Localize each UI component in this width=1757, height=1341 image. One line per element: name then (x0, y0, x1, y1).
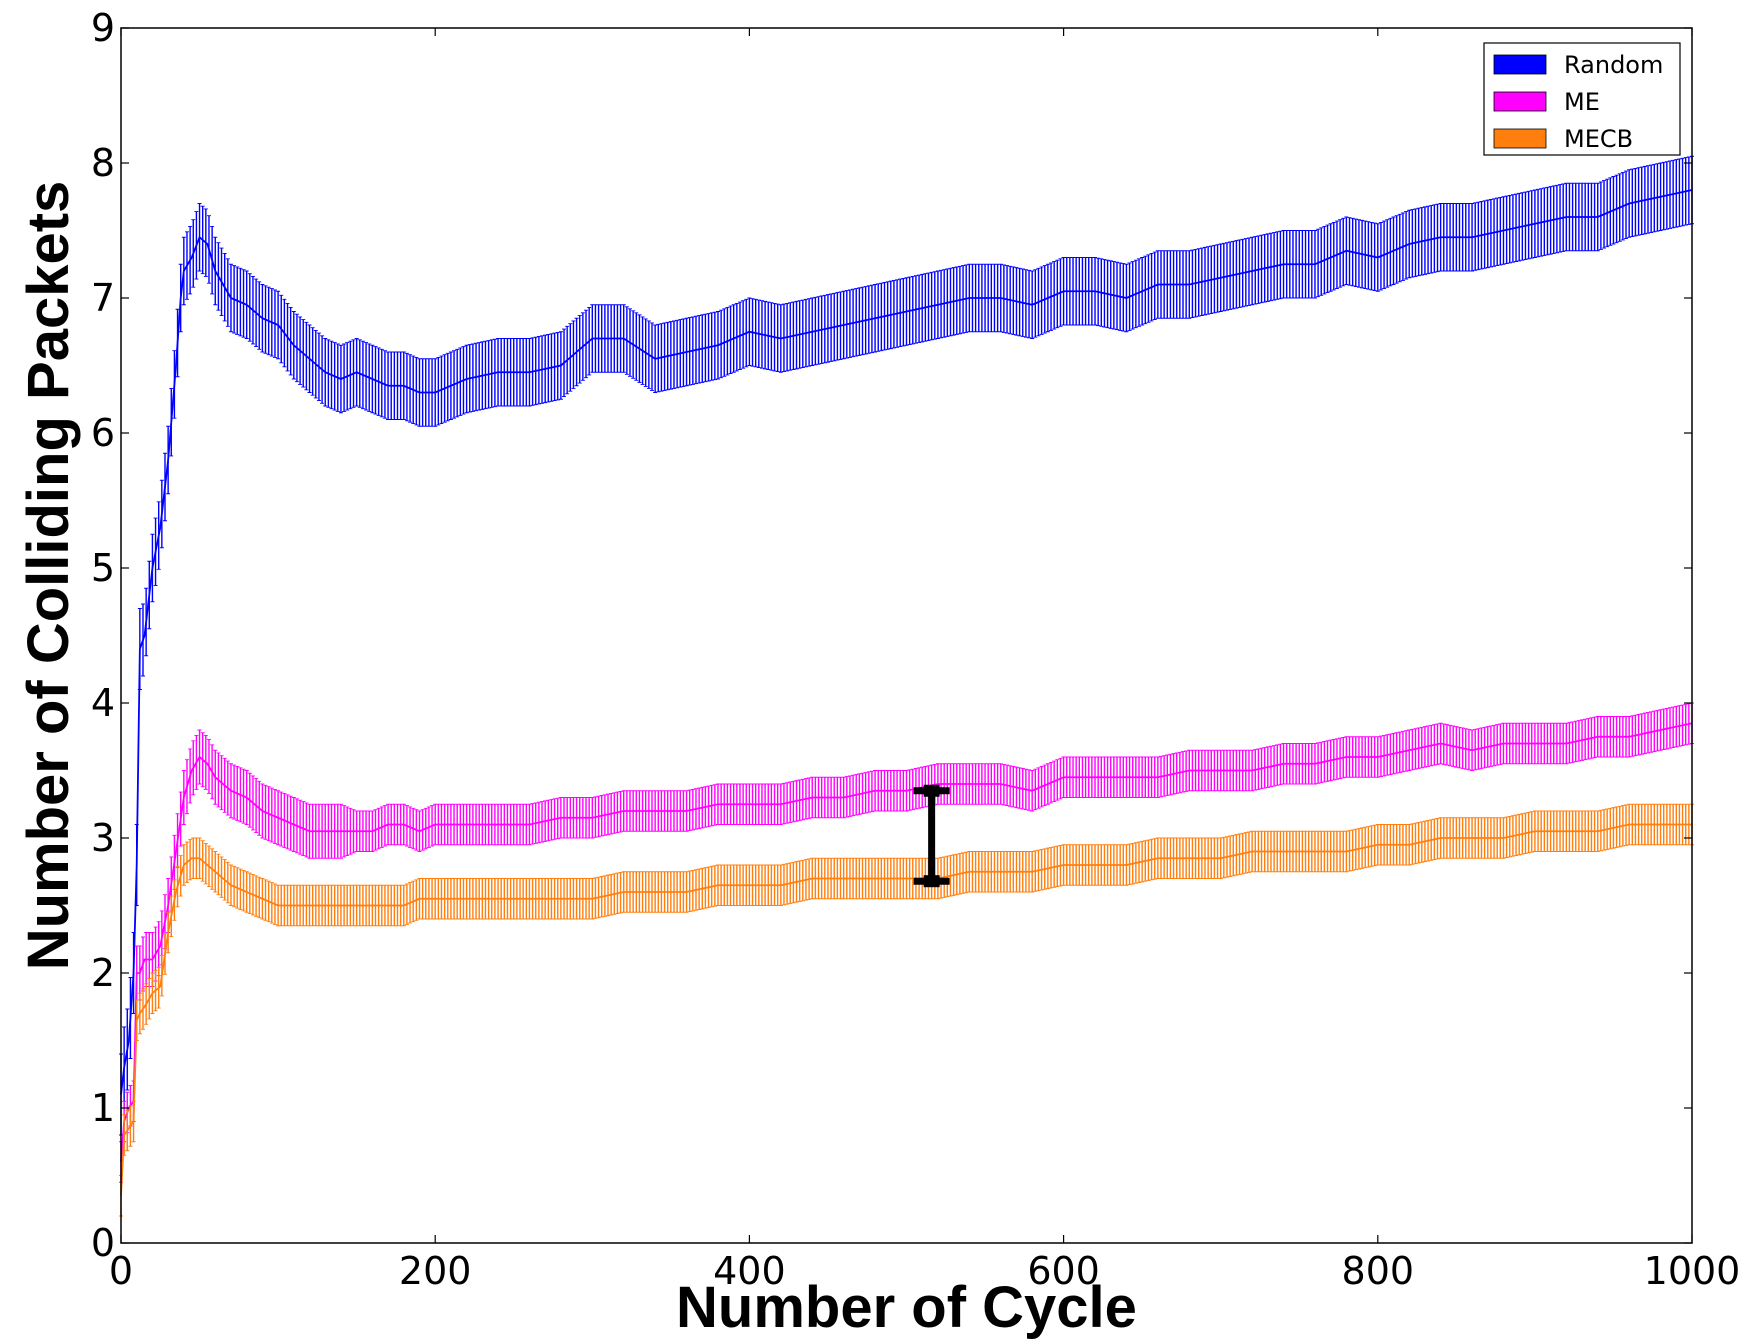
x-tick-label: 400 (713, 1249, 786, 1293)
interval-marker (913, 784, 950, 888)
y-tick-label: 9 (91, 6, 115, 50)
interval-marker-low-knob (923, 875, 940, 888)
y-tick-label: 6 (91, 411, 115, 455)
y-tick-label: 4 (91, 681, 115, 725)
annotation-layer (913, 784, 950, 888)
y-tick-label: 0 (91, 1221, 115, 1265)
y-tick-label: 7 (91, 276, 115, 320)
y-tick-label: 3 (91, 816, 115, 860)
legend-swatch-mecb (1493, 128, 1547, 149)
legend: Random ME MECB (1483, 42, 1681, 156)
legend-label-random: Random (1564, 51, 1663, 79)
series-me-line (120, 722, 1693, 1163)
legend-swatch-random (1493, 54, 1547, 75)
y-tick-label: 2 (91, 951, 115, 995)
legend-item-mecb: MECB (1493, 125, 1633, 153)
x-tick-label: 1000 (1644, 1249, 1741, 1293)
legend-label-me: ME (1564, 88, 1600, 116)
x-axis-title: Number of Cycle (676, 1275, 1137, 1340)
x-tick-label: 200 (399, 1249, 472, 1293)
series-mecb-line (120, 823, 1692, 1196)
series-layer (119, 155, 1694, 1217)
legend-item-random: Random (1493, 51, 1663, 79)
interval-marker-high-knob (923, 784, 940, 797)
legend-swatch-me (1493, 91, 1547, 112)
x-tick-label: 0 (109, 1249, 133, 1293)
y-tick-label: 5 (91, 546, 115, 590)
y-tick-label: 8 (91, 141, 115, 185)
series-random-line (120, 189, 1693, 1095)
plot-frame (120, 27, 1693, 1244)
x-tick-label: 800 (1342, 1249, 1415, 1293)
x-tick-label: 600 (1027, 1249, 1100, 1293)
legend-item-me: ME (1493, 88, 1600, 116)
tick-layer: 0 200 400 600 800 1000 0 1 2 3 4 5 6 7 8 9 (91, 6, 1741, 1293)
y-axis-title: Number of Colliding Packets (16, 181, 81, 971)
legend-label-mecb: MECB (1564, 125, 1633, 153)
y-tick-label: 1 (91, 1086, 115, 1130)
